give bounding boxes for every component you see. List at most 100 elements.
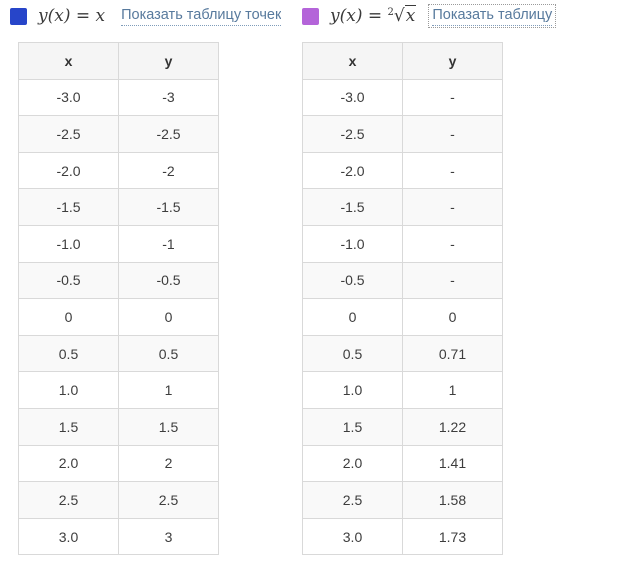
values-table: x y -3.0- -2.5- -2.0- -1.5- -1.0- -0.5-0 0 0.5 0… [302,42,503,556]
table-row: 0.5 0.5 [18,334,219,373]
color-swatch-icon [302,7,319,25]
function-panel-linear: y(x) = x Показать таблицу точек x y -3.0… [10,5,298,556]
table-cell: -2 [118,151,219,190]
table-row: 2.0 2 [18,444,219,483]
table-row: -3.0- [302,78,503,117]
column-header-x: x [18,42,119,80]
table-row: -2.5 -2.5 [18,115,219,153]
table-cell: -2.5 [18,115,119,153]
table-cell: -0.5 [302,261,403,300]
table-cell: 1 [118,371,219,409]
table-cell: 1.22 [402,407,503,446]
table-row: 1.0 1 [302,371,503,409]
radical-icon: √ [393,6,405,26]
table-cell: -2.5 [118,115,219,153]
table-cell: - [402,151,503,190]
table-cell: 0 [402,298,503,336]
table-cell: 3 [118,517,219,556]
function-panel-sqrt: y(x) = 2√x Показать таблицу x y -3.0- -2.… [302,4,620,556]
table-cell: 0.5 [118,334,219,373]
radicand: x [404,5,417,26]
table-cell: -2.0 [18,151,119,190]
table-cell: - [402,261,503,300]
table-cell: 0.71 [402,334,503,373]
table-cell: 2.0 [302,444,403,483]
table-cell: 0 [18,298,119,336]
table-row: -0.5- [302,261,503,300]
table-cell: - [402,188,503,226]
table-cell: 2.5 [302,481,403,519]
table-row: 1.5 1.5 [18,407,219,446]
values-table: x y -3.0 -3 -2.5 -2.5 -2.0 -2 -1.5 -1.5 -1.0 -1 -0… [18,42,219,556]
table-cell: -3.0 [18,78,119,117]
formula-prefix: y(x) = [330,6,388,26]
table-cell: 2.5 [18,481,119,519]
column-header-y: y [118,42,219,80]
column-header-y: y [402,42,503,80]
table-row: 2.5 2.5 [18,481,219,519]
table-cell: -3 [118,78,219,117]
table-cell: -1 [118,224,219,263]
table-cell: -3.0 [302,78,403,117]
table-cell: 1.73 [402,517,503,556]
table-cell: -1.5 [302,188,403,226]
table-cell: -2.5 [302,115,403,153]
table-row: 3.0 1.73 [302,517,503,556]
table-row: 0.5 0.71 [302,334,503,373]
table-cell: 0 [118,298,219,336]
table-cell: -1.5 [18,188,119,226]
table-row: -1.5- [302,188,503,226]
table-row: -3.0 -3 [18,78,219,117]
table-row: 2.5 1.58 [302,481,503,519]
table-cell: 0.5 [302,334,403,373]
table-cell: 1.5 [118,407,219,446]
table-cell: -2.0 [302,151,403,190]
table-cell: 1.0 [302,371,403,409]
table-row: -2.0- [302,151,503,190]
table-cell: 1.5 [302,407,403,446]
color-swatch-icon [10,7,27,25]
show-points-table-link[interactable]: Показать таблицу точек [121,7,282,26]
table-cell: 1.58 [402,481,503,519]
table-cell: 3.0 [18,517,119,556]
table-cell: 1.0 [18,371,119,409]
table-header-row: x y [18,42,219,80]
table-cell: - [402,78,503,117]
table-cell: 1.41 [402,444,503,483]
table-cell: 0 [302,298,403,336]
table-row: -1.0- [302,224,503,263]
table-cell: 2.5 [118,481,219,519]
table-row: -2.5- [302,115,503,153]
table-body: -3.0 -3 -2.5 -2.5 -2.0 -2 -1.5 -1.5 -1.0 -1 -0.5 -0… [18,78,219,556]
table-cell: -0.5 [118,261,219,300]
table-row: 2.0 1.41 [302,444,503,483]
panel-header: y(x) = 2√x Показать таблицу [302,4,620,28]
function-formula: y(x) = 2√x [330,5,417,26]
table-cell: 0.5 [18,334,119,373]
link-focus-outline: Показать таблицу [428,4,557,28]
panel-header: y(x) = x Показать таблицу точек [10,5,298,27]
table-cell: 1.5 [18,407,119,446]
root-index: 2 [387,7,394,18]
table-cell: 1 [402,371,503,409]
function-formula: y(x) = x [38,6,106,26]
table-row: -1.5 -1.5 [18,188,219,226]
table-cell: -1.0 [302,224,403,263]
table-cell: 2.0 [18,444,119,483]
table-row: 1.0 1 [18,371,219,409]
column-header-x: x [302,42,403,80]
table-cell: 2 [118,444,219,483]
show-table-link[interactable]: Показать таблицу [432,7,553,26]
table-row: -1.0 -1 [18,224,219,263]
table-body: -3.0- -2.5- -2.0- -1.5- -1.0- -0.5-0 0 0.5 0.71 1… [302,78,503,556]
table-header-row: x y [302,42,503,80]
table-row: -2.0 -2 [18,151,219,190]
table-row: -0.5 -0.5 [18,261,219,300]
table-row: 1.5 1.22 [302,407,503,446]
table-cell: - [402,115,503,153]
table-cell: - [402,224,503,263]
table-row: 3.0 3 [18,517,219,556]
table-cell: 3.0 [302,517,403,556]
